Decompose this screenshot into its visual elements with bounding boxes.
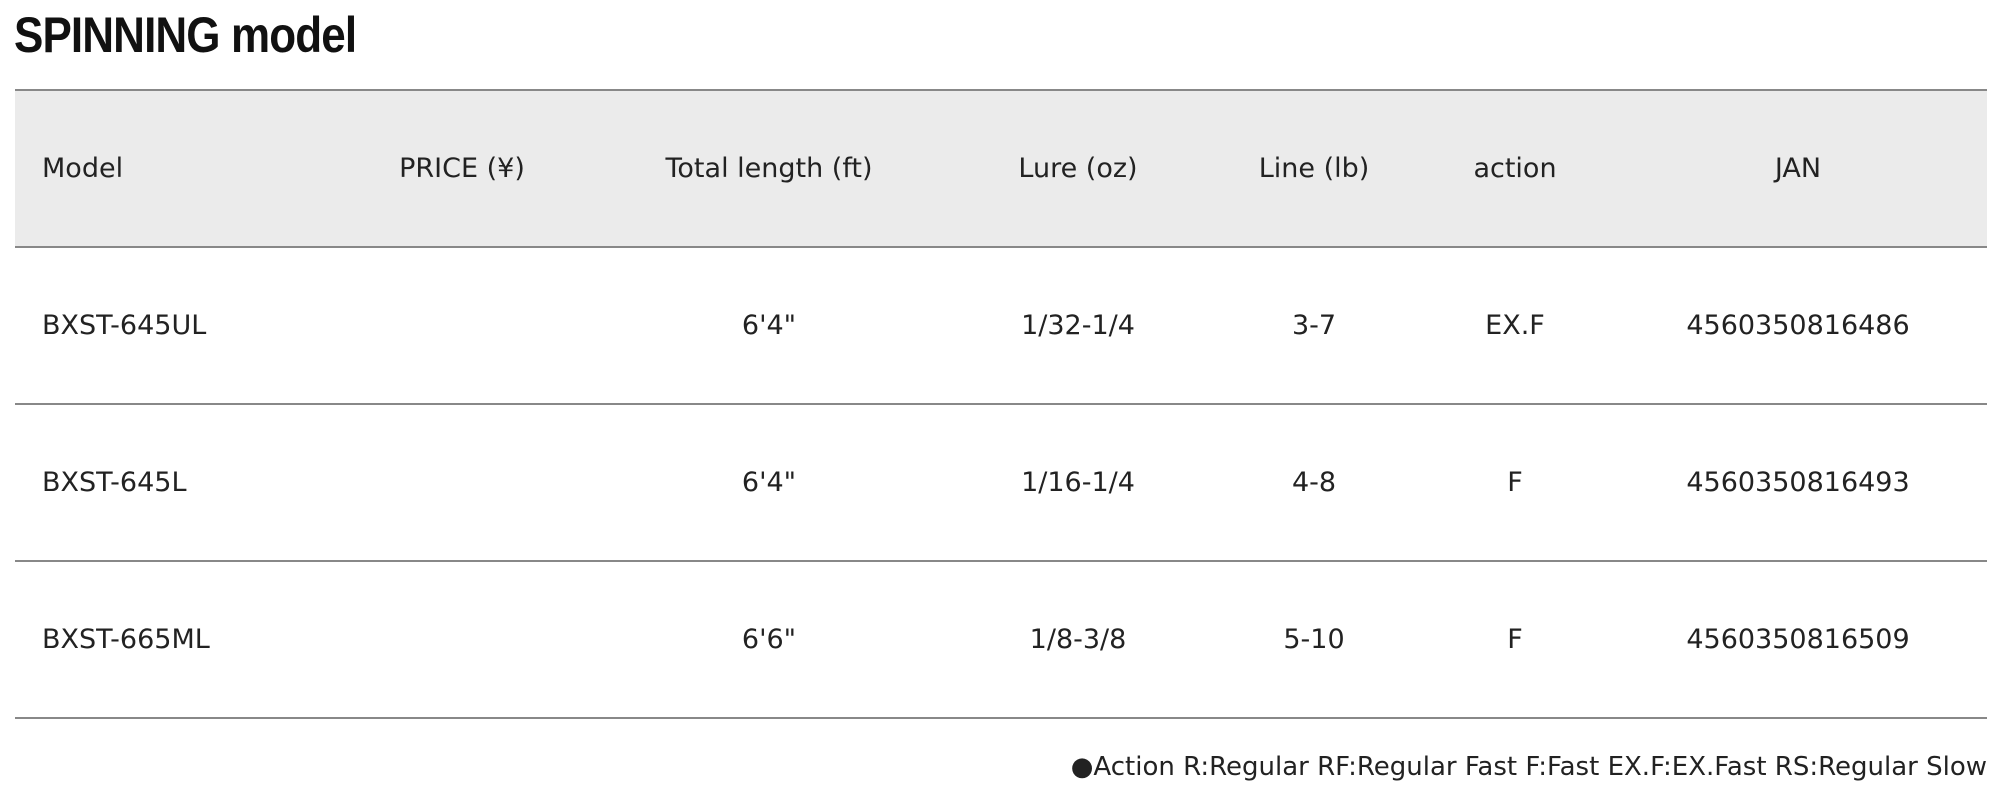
cell: Lure (oz) [1018, 153, 1138, 184]
table-row: BXST-645L 6'4" 1/16-1/4 4-8 F 4560350816493 [15, 405, 1987, 562]
cell: 6'4" [741, 467, 797, 498]
cell: Line (lb) [1258, 153, 1370, 184]
cell: F [1507, 624, 1523, 655]
cell: JAN [1774, 153, 1822, 184]
cell: PRICE (¥) [399, 153, 525, 184]
cell: 4560350816486 [1686, 310, 1910, 341]
spec-table: Model PRICE (¥) Total length (ft) Lure (oz)… [15, 89, 1987, 719]
cell: 4560350816493 [1686, 467, 1910, 498]
cell: 1/32-1/4 [1021, 310, 1135, 341]
header-row: Model PRICE (¥) Total length (ft) Lure (oz)… [15, 89, 1987, 248]
cell: 3-7 [1291, 310, 1337, 341]
model-cell: BXST-645UL [42, 310, 207, 341]
model-cell: BXST-645L [42, 467, 187, 498]
model-cell: BXST-665ML [42, 624, 210, 655]
table-row: BXST-645UL 6'4" 1/32-1/4 3-7 EX.F 45603508164… [15, 248, 1987, 405]
cell: 1/8-3/8 [1029, 624, 1127, 655]
cell: EX.F [1485, 310, 1545, 341]
footnote: ●Action R:Regular RF:Regular Fast F:Fast… [1070, 752, 1987, 782]
cell: action [1473, 153, 1557, 184]
cell: 6'4" [741, 310, 797, 341]
cell: 4560350816509 [1686, 624, 1910, 655]
cell: 4-8 [1291, 467, 1337, 498]
model-cell: Model [42, 153, 124, 184]
table-row: BXST-665ML 6'6" 1/8-3/8 5-10 F 4560350816509 [15, 562, 1987, 719]
title: SPINNING model [14, 7, 357, 63]
cell: F [1507, 467, 1523, 498]
cell: 5-10 [1283, 624, 1345, 655]
cell: Total length (ft) [665, 153, 873, 184]
cell: 6'6" [741, 624, 797, 655]
cell: 1/16-1/4 [1021, 467, 1135, 498]
